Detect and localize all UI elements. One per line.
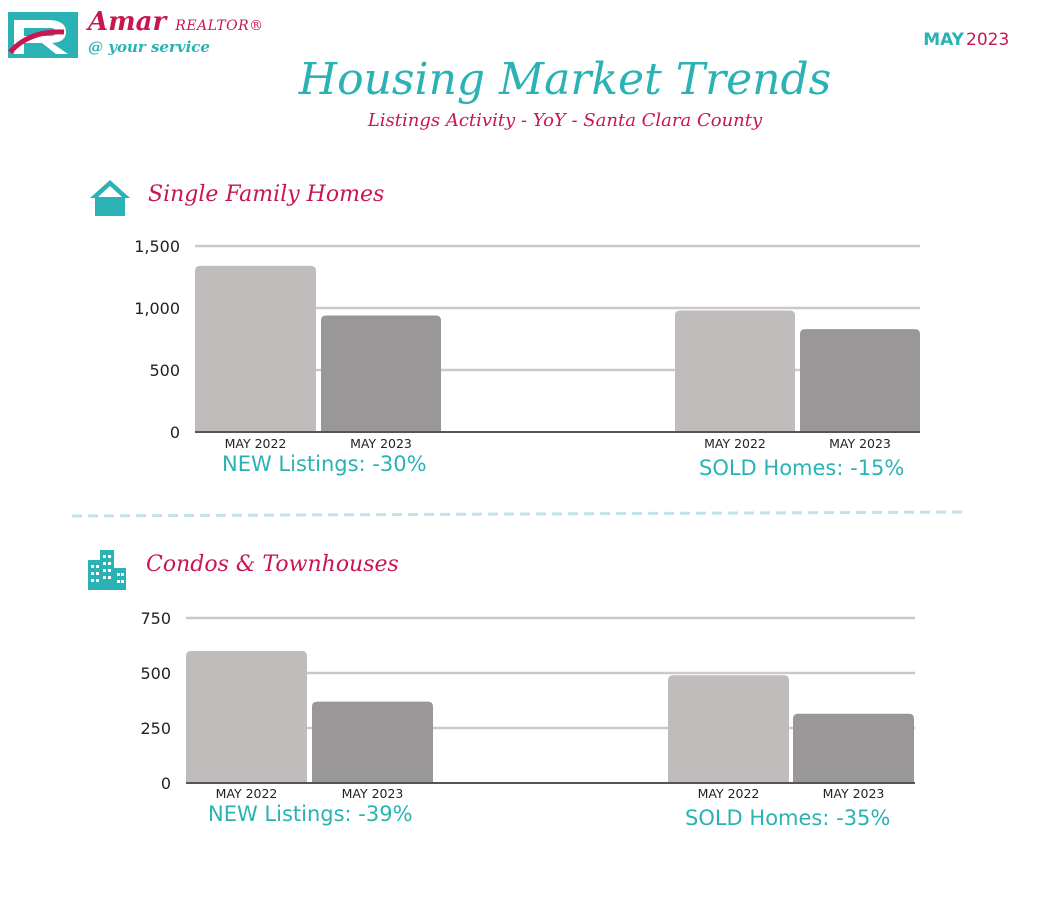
x-tick-label: MAY 2023 [342,786,404,801]
bar-new-2023 [321,315,441,432]
y-tick-label: 500 [140,664,171,683]
x-tick-label: MAY 2023 [823,786,885,801]
x-tick-label: MAY 2022 [704,436,766,451]
section-title-condos: Condos & Townhouses [146,552,399,577]
section-divider [71,510,969,518]
x-tick-label: MAY 2022 [225,436,287,451]
section-title-single-family: Single Family Homes [148,182,385,207]
bar-new-2022 [195,265,316,432]
page-subtitle: Listings Activity - YoY - Santa Clara Co… [367,110,763,131]
caption-condo-sold-homes: SOLD Homes: -35% [685,806,891,830]
y-tick-label: 0 [170,423,180,442]
y-tick-label: 1,500 [134,237,180,256]
caption-sfh-sold-homes: SOLD Homes: -15% [699,456,905,480]
y-tick-label: 750 [140,609,171,628]
x-tick-label: MAY 2023 [350,436,412,451]
y-tick-label: 250 [140,719,171,738]
x-tick-label: MAY 2022 [698,786,760,801]
bar-sold-2022 [668,675,789,783]
brand-role: REALTOR® [175,18,264,34]
x-tick-label: MAY 2022 [216,786,278,801]
y-tick-label: 0 [161,774,171,793]
report-month: MAY [923,30,964,50]
house-icon [90,180,130,216]
caption-sfh-new-listings: NEW Listings: -30% [222,452,427,476]
bar-sold-2023 [793,713,914,783]
logo-mark [8,12,78,58]
brand-tagline: @ your service [88,38,210,56]
brand-name: Amar REALTOR® [88,7,264,37]
page-title: Housing Market Trends [298,54,832,105]
y-tick-label: 1,000 [134,299,180,318]
y-tick-label: 500 [149,361,180,380]
bar-new-2023 [312,701,433,783]
report-year: 2023 [966,30,1010,50]
caption-condo-new-listings: NEW Listings: -39% [208,802,413,826]
buildings-icon [88,550,126,590]
bar-sold-2023 [800,329,920,432]
x-tick-label: MAY 2023 [829,436,891,451]
bar-sold-2022 [675,310,795,432]
bar-new-2022 [186,651,307,783]
